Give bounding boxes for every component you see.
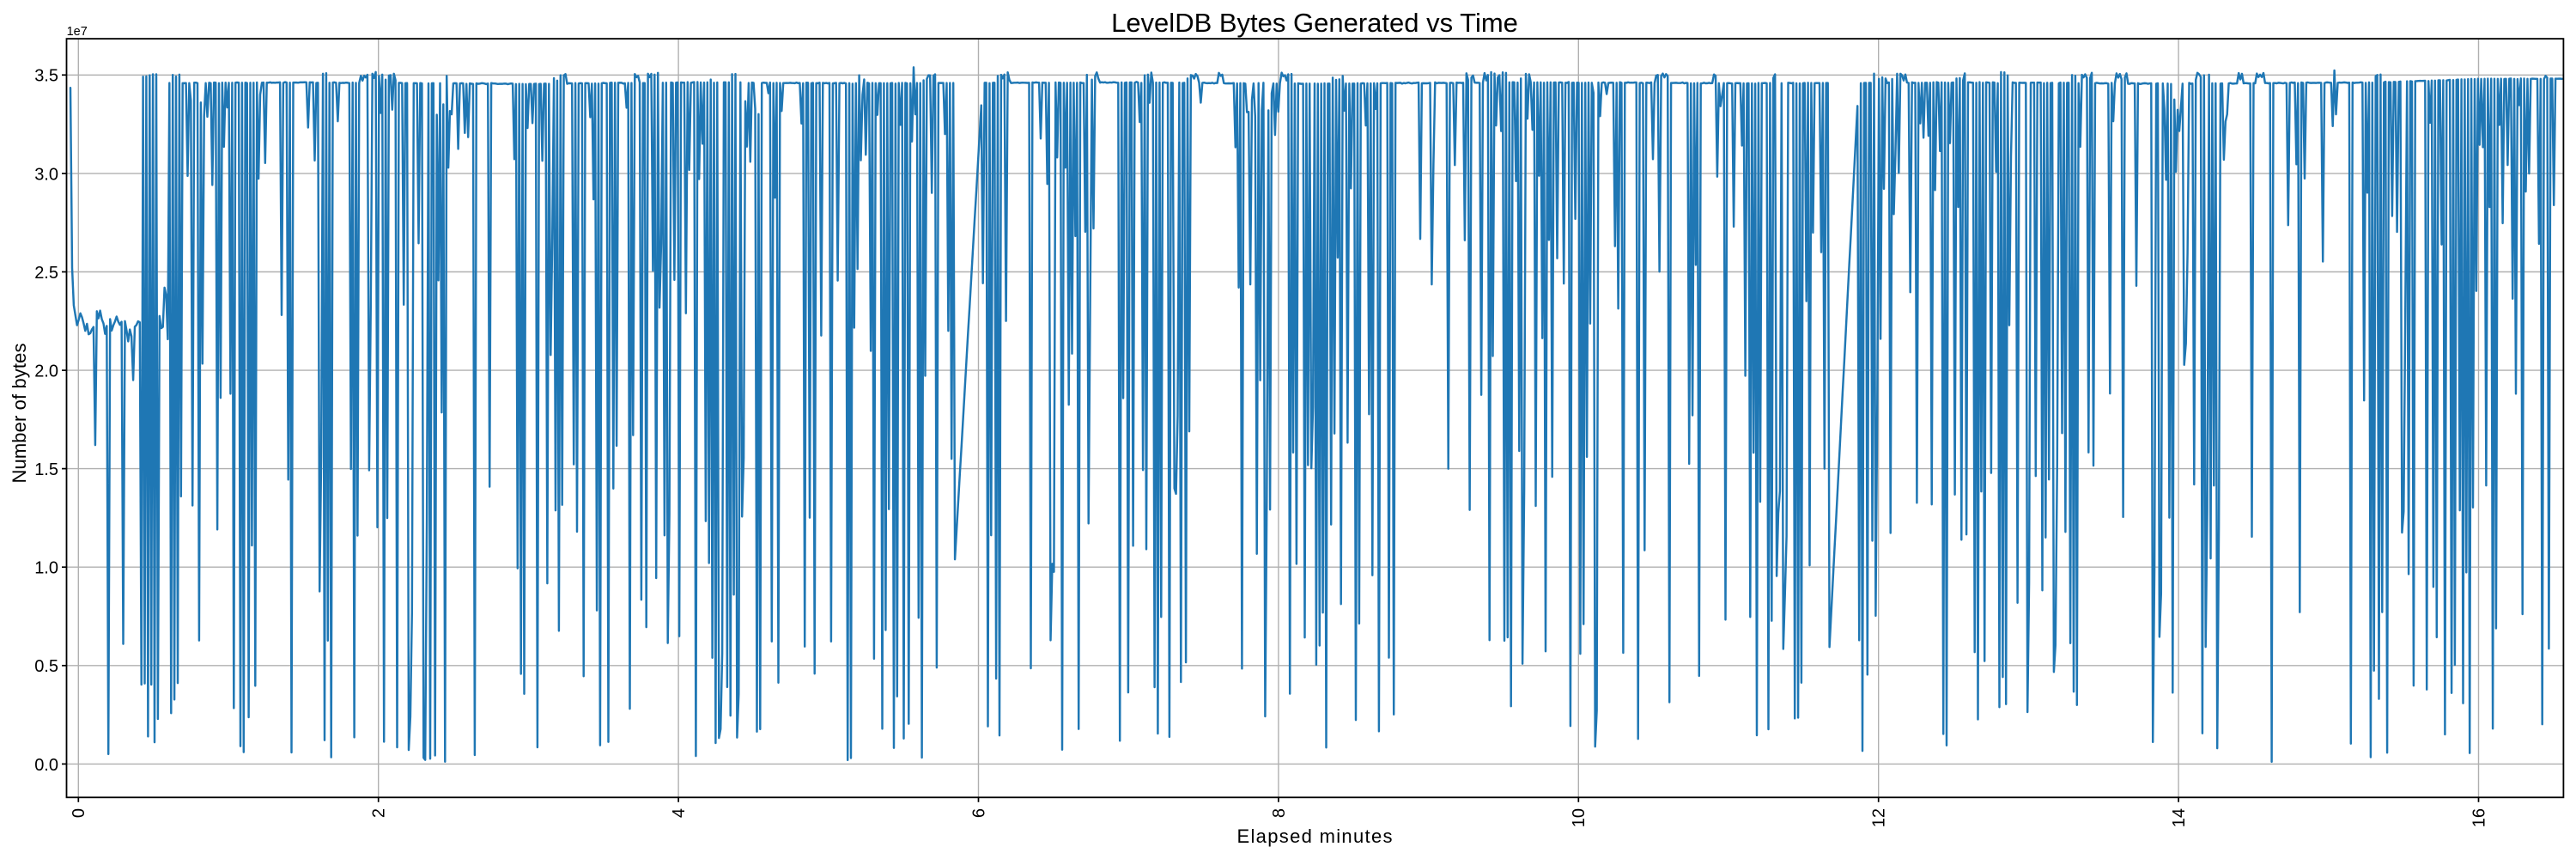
svg-text:16: 16 — [2470, 808, 2488, 827]
svg-text:1.5: 1.5 — [34, 460, 58, 479]
svg-text:8: 8 — [1270, 808, 1289, 818]
svg-text:3.0: 3.0 — [34, 165, 58, 184]
svg-text:LevelDB Bytes Generated vs Tim: LevelDB Bytes Generated vs Time — [1111, 8, 1518, 38]
svg-text:1.0: 1.0 — [34, 559, 58, 578]
svg-text:0: 0 — [70, 808, 88, 818]
svg-text:2.5: 2.5 — [34, 264, 58, 283]
svg-text:2.0: 2.0 — [34, 362, 58, 381]
svg-text:12: 12 — [1870, 808, 1889, 827]
svg-text:Number of bytes: Number of bytes — [9, 344, 30, 484]
svg-text:1e7: 1e7 — [67, 25, 88, 39]
svg-text:3.5: 3.5 — [34, 67, 58, 86]
svg-text:4: 4 — [670, 808, 689, 818]
svg-text:Elapsed minutes: Elapsed minutes — [1237, 825, 1393, 847]
svg-text:2: 2 — [370, 808, 389, 818]
svg-text:6: 6 — [969, 808, 988, 818]
svg-text:10: 10 — [1570, 808, 1589, 827]
svg-text:0.0: 0.0 — [34, 756, 58, 775]
svg-text:14: 14 — [2170, 808, 2189, 827]
svg-text:0.5: 0.5 — [34, 657, 58, 676]
